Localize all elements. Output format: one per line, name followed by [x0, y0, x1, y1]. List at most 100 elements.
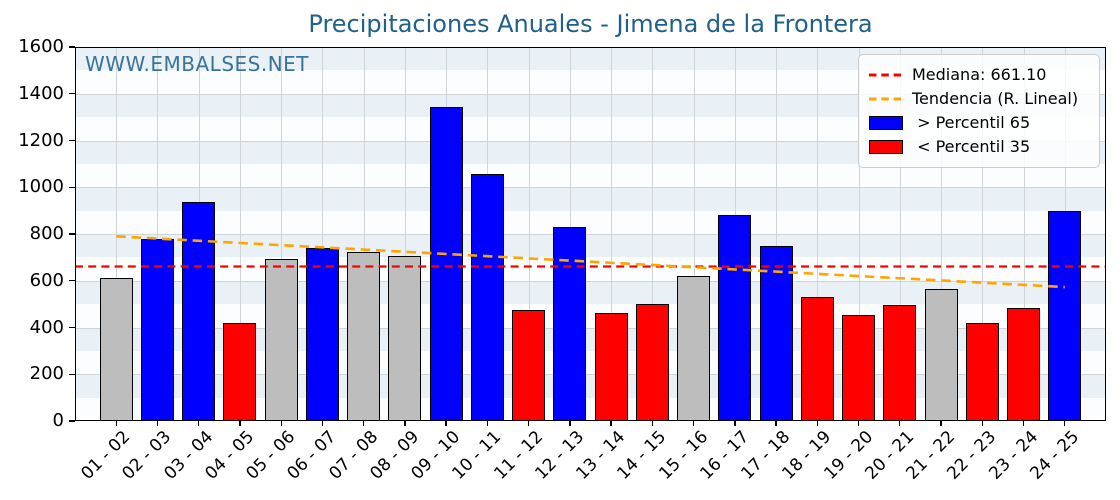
bar-18-19: [800, 297, 834, 421]
legend-label: > Percentil 65: [912, 113, 1031, 133]
bar-10-11: [470, 174, 504, 421]
legend-label: Tendencia (R. Lineal): [912, 88, 1079, 108]
y-tick-mark: [69, 139, 75, 142]
y-tick-label: 600: [29, 269, 64, 291]
gridline-vertical: [941, 47, 943, 421]
x-tick-mark: [857, 421, 860, 426]
background-band: [75, 140, 1106, 164]
bar-04-05: [223, 322, 257, 421]
background-band: [75, 163, 1106, 188]
bar-23-24: [1007, 307, 1041, 421]
x-tick-mark: [486, 421, 489, 426]
bar-16-17: [718, 215, 752, 421]
bar-08-09: [388, 256, 422, 421]
bar-20-21: [883, 305, 917, 421]
legend: Mediana: 661.10 Tendencia (R. Lineal) > P…: [858, 54, 1100, 168]
legend-patch: [869, 140, 903, 155]
background-band: [75, 47, 1106, 71]
legend-patch-swatch: [869, 116, 903, 131]
gridline-vertical: [858, 47, 860, 421]
legend-label: Mediana: 661.10: [912, 64, 1047, 84]
gridline-horizontal: [75, 374, 1106, 376]
y-tick-mark: [69, 186, 75, 188]
x-tick-mark: [362, 421, 365, 426]
gridline-horizontal: [75, 234, 1106, 235]
gridline-vertical: [776, 47, 778, 421]
legend-item: < Percentil 35: [869, 136, 1089, 159]
x-tick-mark: [404, 421, 406, 426]
bar-22-23: [965, 323, 999, 421]
x-tick-mark: [569, 421, 571, 426]
chart-title: Precipitaciones Anuales - Jimena de la F…: [308, 10, 873, 38]
y-tick-label: 0: [52, 410, 64, 431]
bar-05-06: [264, 258, 298, 421]
gridline-vertical: [322, 47, 324, 421]
x-tick-mark: [610, 421, 612, 426]
legend-patch: [869, 116, 903, 131]
y-tick-label: 1000: [18, 176, 64, 198]
legend-item: Mediana: 661.10: [869, 63, 1089, 86]
gridline-vertical: [239, 47, 241, 421]
background-band: [75, 234, 1106, 258]
bar-06-07: [305, 248, 339, 421]
gridline-vertical: [1023, 47, 1025, 421]
watermark: WWW.EMBALSES.NET: [85, 52, 310, 76]
y-tick-label: 1400: [18, 82, 64, 104]
x-tick-mark: [115, 421, 117, 426]
x-tick-mark: [239, 421, 241, 426]
bar-21-22: [924, 288, 958, 421]
gridline-vertical: [982, 47, 984, 421]
bar-09-10: [429, 106, 463, 421]
background-band: [75, 210, 1106, 234]
x-tick-mark: [321, 421, 324, 426]
legend-patch-swatch: [869, 140, 903, 155]
gridline-vertical: [363, 47, 365, 421]
background-band: [75, 187, 1106, 211]
bar-15-16: [677, 276, 711, 421]
y-tick-mark: [69, 420, 75, 422]
y-tick-label: 1200: [18, 129, 64, 151]
gridline-horizontal: [75, 327, 1106, 329]
gridline-vertical: [693, 47, 695, 421]
background-band: [75, 257, 1106, 281]
x-tick-mark: [940, 421, 942, 426]
x-tick-mark: [1022, 421, 1025, 426]
bar-24-25: [1048, 210, 1082, 421]
background-band: [75, 117, 1106, 141]
x-tick-mark: [734, 421, 736, 426]
y-tick-mark: [69, 373, 75, 375]
y-tick-label: 400: [29, 316, 64, 338]
y-tick-mark: [69, 46, 75, 48]
gridline-vertical: [404, 47, 406, 421]
background-band: [75, 93, 1106, 118]
x-tick-mark: [156, 421, 159, 426]
gridline-horizontal: [75, 93, 1106, 95]
x-tick-mark: [816, 421, 818, 426]
bar-17-18: [759, 245, 793, 421]
legend-label: < Percentil 35: [912, 137, 1031, 157]
legend-dashed-line-swatch: [869, 96, 903, 102]
x-tick-mark: [651, 421, 654, 426]
gridline-vertical: [281, 47, 283, 421]
y-tick-label: 1600: [18, 36, 64, 57]
bar-03-04: [182, 202, 216, 421]
gridline-horizontal: [75, 280, 1106, 282]
background-band: [75, 70, 1106, 94]
gridline-vertical: [116, 47, 118, 421]
bar-13-14: [594, 313, 628, 421]
gridline-vertical: [157, 47, 159, 421]
legend-dashed-line-swatch: [869, 72, 903, 78]
y-tick-mark: [69, 326, 75, 329]
bar-07-08: [347, 251, 381, 421]
bar-02-03: [140, 238, 174, 421]
gridline-vertical: [652, 47, 654, 421]
y-tick-mark: [69, 280, 75, 282]
gridline-vertical: [528, 47, 530, 421]
y-tick-mark: [69, 93, 75, 95]
gridline-vertical: [899, 47, 901, 421]
x-tick-mark: [198, 421, 200, 426]
x-tick-mark: [445, 421, 447, 426]
y-tick-label: 800: [29, 223, 64, 244]
x-tick-mark: [692, 421, 695, 426]
